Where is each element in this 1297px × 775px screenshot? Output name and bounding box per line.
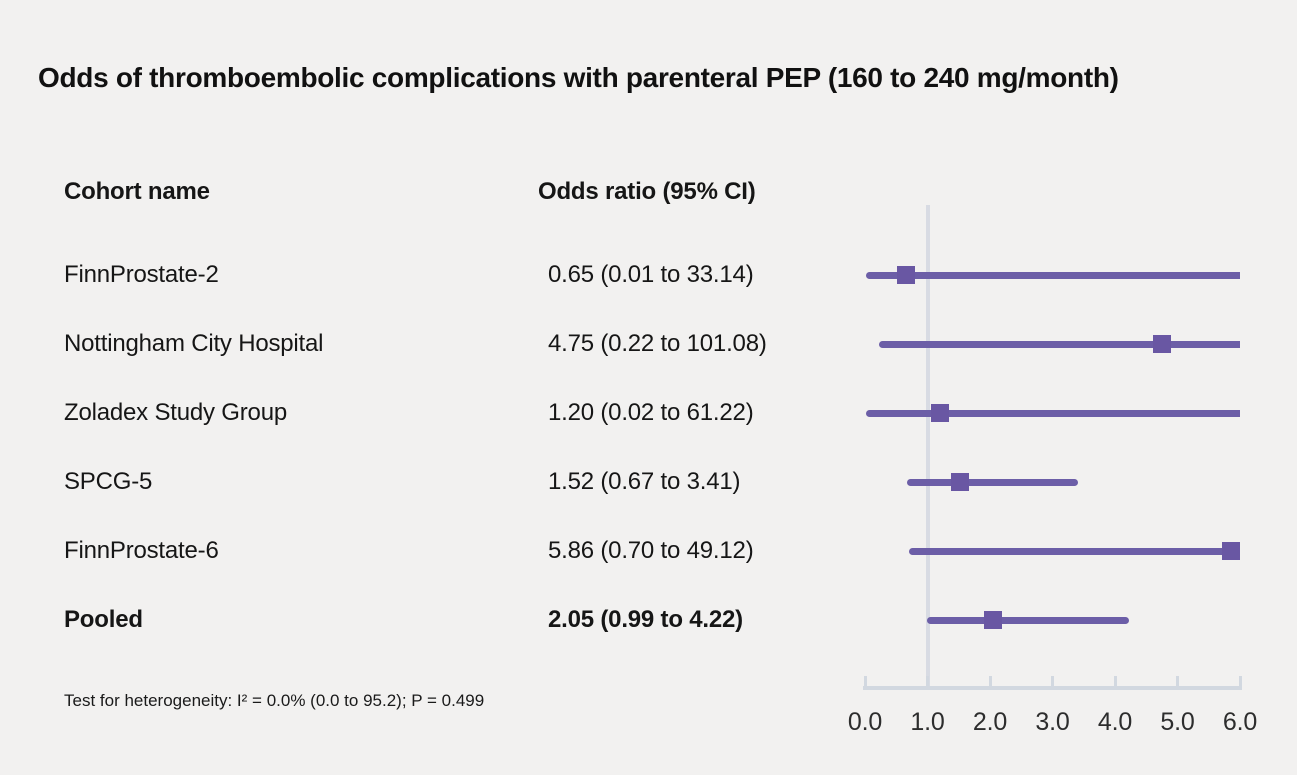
odds-ratio-marker <box>951 473 969 491</box>
x-axis-tick-label: 3.0 <box>1035 708 1070 736</box>
x-axis-tick <box>988 676 992 686</box>
x-axis-tick <box>1238 676 1242 686</box>
confidence-interval-line <box>908 547 1240 555</box>
column-header-cohort: Cohort name <box>64 178 210 205</box>
x-axis-tick-label: 1.0 <box>910 708 945 736</box>
cohort-name: Pooled <box>64 606 143 633</box>
cohort-name: SPCG-5 <box>64 468 153 495</box>
confidence-interval-line <box>866 409 1240 417</box>
confidence-interval-line <box>865 271 1240 279</box>
chart-title: Odds of thromboembolic complications wit… <box>38 62 1119 93</box>
odds-ratio-marker <box>896 266 915 284</box>
reference-line <box>925 205 930 690</box>
x-axis-tick-label: 0.0 <box>847 708 883 736</box>
odds-ratio-value: 2.05 (0.99 to 4.22) <box>548 606 743 633</box>
x-axis-tick <box>1176 676 1179 686</box>
confidence-interval-line <box>878 340 1240 348</box>
odds-ratio-value: 1.20 (0.02 to 61.22) <box>548 399 754 426</box>
odds-ratio-value: 0.65 (0.01 to 33.14) <box>548 261 754 288</box>
x-axis-tick <box>1051 676 1054 686</box>
x-axis-tick-label: 4.0 <box>1097 708 1133 736</box>
x-axis-tick-label: 6.0 <box>1222 708 1258 736</box>
confidence-interval-line <box>906 478 1079 486</box>
x-axis-tick-label: 5.0 <box>1160 708 1195 736</box>
cohort-name: FinnProstate-2 <box>64 261 219 288</box>
x-axis-tick <box>863 676 867 686</box>
x-axis-tick <box>1113 676 1117 686</box>
confidence-interval-line <box>926 616 1129 624</box>
cohort-name: FinnProstate-6 <box>64 537 219 564</box>
cohort-name: Zoladex Study Group <box>64 399 287 426</box>
x-axis-tick <box>926 676 929 686</box>
cohort-name: Nottingham City Hospital <box>64 330 324 357</box>
odds-ratio-marker <box>1152 335 1171 353</box>
odds-ratio-marker <box>984 611 1003 629</box>
x-axis-line <box>863 686 1242 690</box>
x-axis-tick-label: 2.0 <box>972 708 1008 736</box>
odds-ratio-value: 4.75 (0.22 to 101.08) <box>548 330 767 357</box>
heterogeneity-note: Test for heterogeneity: I² = 0.0% (0.0 t… <box>64 691 485 710</box>
odds-ratio-marker <box>1222 542 1241 560</box>
odds-ratio-value: 1.52 (0.67 to 3.41) <box>548 468 741 495</box>
column-header-odds-ratio: Odds ratio (95% CI) <box>538 178 756 205</box>
odds-ratio-value: 5.86 (0.70 to 49.12) <box>548 537 754 564</box>
odds-ratio-marker <box>931 404 949 422</box>
